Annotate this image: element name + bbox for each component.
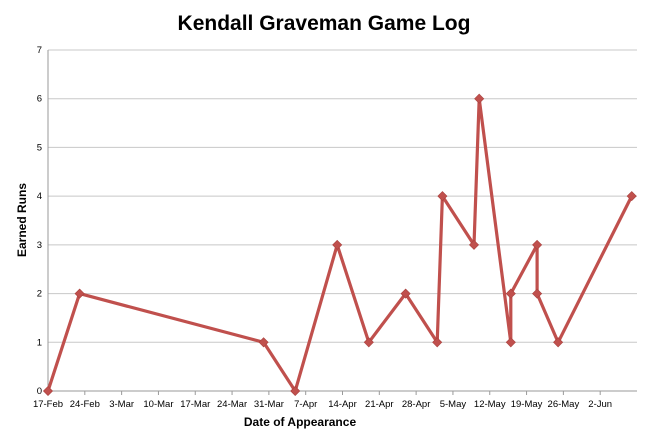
data-point [42, 385, 54, 397]
x-axis-label: Date of Appearance [244, 415, 357, 429]
data-point [626, 191, 637, 202]
x-tick-label: 24-Feb [70, 399, 100, 410]
x-tick-label: 10-Mar [143, 399, 173, 410]
y-tick-label: 7 [37, 45, 42, 56]
y-axis-label: Earned Runs [15, 183, 29, 257]
data-point [532, 239, 543, 250]
x-tick-label: 31-Mar [254, 399, 284, 410]
data-point [432, 337, 443, 348]
data-point [290, 385, 301, 397]
y-tick-label: 1 [37, 337, 42, 348]
data-point [74, 288, 85, 299]
series-earned-runs [42, 93, 637, 397]
x-tick-label: 14-Apr [328, 399, 357, 410]
x-tick-label: 2-Jun [588, 399, 612, 410]
x-tick-label: 3-Mar [109, 399, 134, 410]
x-tick-label: 12-May [474, 399, 506, 410]
x-tick-label: 17-Feb [33, 399, 63, 410]
data-point [505, 288, 516, 299]
x-tick-label: 26-May [548, 399, 580, 410]
x-tick-label: 7-Apr [294, 399, 317, 410]
x-tick-label: 19-May [511, 399, 543, 410]
data-point [363, 337, 374, 348]
y-tick-labels: 0 1 2 3 4 5 6 7 [37, 45, 42, 397]
y-tick-label: 3 [37, 240, 42, 251]
x-tick-label: 28-Apr [402, 399, 431, 410]
data-point [468, 239, 480, 250]
y-tick-label: 2 [37, 289, 42, 300]
x-tick-label: 17-Mar [180, 399, 210, 410]
x-tick-label: 24-Mar [217, 399, 247, 410]
data-point [532, 288, 543, 299]
data-point [332, 239, 343, 250]
x-tick-label: 21-Apr [365, 399, 394, 410]
data-point [400, 288, 411, 299]
axes [47, 50, 637, 395]
data-point [505, 337, 516, 348]
chart-title: Kendall Graveman Game Log [178, 12, 471, 35]
data-point [258, 337, 269, 348]
y-tick-label: 4 [37, 191, 42, 202]
data-point [553, 337, 564, 348]
y-tick-label: 5 [37, 142, 42, 153]
x-tick-labels: 17-Feb 24-Feb 3-Mar 10-Mar 17-Mar 24-Mar 31-Ma… [33, 399, 612, 410]
data-point [437, 191, 448, 202]
data-point [474, 93, 485, 104]
gridlines [48, 49, 637, 343]
x-tick-label: 5-May [440, 399, 467, 410]
y-tick-label: 6 [37, 94, 42, 105]
y-tick-label: 0 [37, 386, 42, 397]
